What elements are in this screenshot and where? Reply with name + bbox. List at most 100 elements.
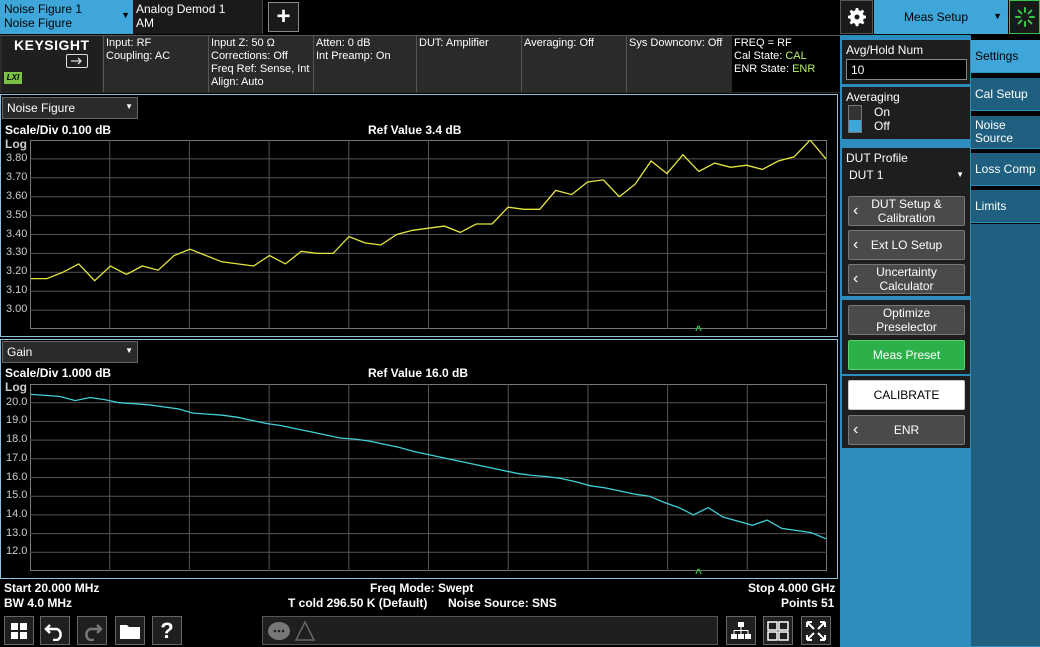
- nf-trace-plot[interactable]: [30, 140, 827, 329]
- folder-icon: [120, 624, 140, 639]
- dut-settings[interactable]: DUT: Amplifier: [416, 36, 521, 92]
- menu-title-dropdown[interactable]: Meas Setup ▼: [874, 0, 1008, 34]
- enr-state-line: ENR State: ENR: [734, 63, 838, 76]
- y-tick-label: 17.0: [6, 451, 28, 464]
- nf-selector-label: Noise Figure: [7, 101, 76, 115]
- btn-line: Calculator: [879, 279, 934, 293]
- y-tick-label: 20.0: [6, 395, 28, 408]
- layout-button[interactable]: [726, 616, 756, 645]
- undo-button[interactable]: [40, 616, 70, 645]
- optimize-preselector-button[interactable]: Optimize Preselector: [848, 305, 965, 335]
- dut-profile-label: DUT Profile: [846, 151, 908, 165]
- dut-setup-calibration-button[interactable]: ‹ DUT Setup & Calibration: [848, 196, 965, 226]
- tab-cal-setup[interactable]: Cal Setup: [971, 78, 1040, 111]
- btn-label: CALIBRATE: [873, 388, 940, 402]
- redo-button[interactable]: [77, 616, 107, 645]
- play-icon[interactable]: [66, 54, 88, 68]
- tab-loss-comp[interactable]: Loss Comp: [971, 153, 1040, 186]
- info-line: Freq Ref: Sense, Int: [211, 63, 310, 75]
- y-tick-label: 3.40: [6, 227, 28, 240]
- freq-cal-status[interactable]: FREQ = RF Cal State: CAL ENR State: ENR: [732, 36, 840, 92]
- avg-hold-input[interactable]: 10: [846, 59, 967, 80]
- redo-icon: [85, 623, 103, 641]
- tab-label: Loss Comp: [975, 162, 1036, 176]
- bandwidth[interactable]: BW 4.0 MHz: [4, 596, 73, 610]
- tab-filler: [971, 224, 1040, 647]
- maximize-button[interactable]: [801, 616, 831, 645]
- info-line: Sys Downconv: Off: [629, 37, 723, 49]
- tab-noise-figure[interactable]: Noise Figure 1 Noise Figure ▼: [0, 0, 133, 34]
- add-screen-button[interactable]: +: [268, 2, 299, 32]
- tab-label: Limits: [975, 199, 1007, 213]
- y-tick-label: 14.0: [6, 507, 28, 520]
- chevron-down-icon: ▼: [121, 10, 130, 20]
- trace-line: [31, 140, 827, 282]
- gain-trace-plot[interactable]: [30, 384, 827, 571]
- stop-freq[interactable]: Stop 4.000 GHz: [748, 581, 836, 595]
- sys-downconv-settings[interactable]: Sys Downconv: Off: [626, 36, 732, 92]
- expand-icon: [806, 620, 826, 641]
- multi-window-button[interactable]: [763, 616, 793, 645]
- tab-label: Noise Source: [975, 118, 1014, 145]
- plus-icon: +: [276, 3, 291, 30]
- info-line: DUT: Amplifier: [419, 37, 489, 49]
- tab-analog-demod[interactable]: Analog Demod 1 AM: [133, 0, 263, 34]
- gain-ref-value: Ref Value 16.0 dB: [368, 366, 469, 380]
- enr-button[interactable]: ‹ ENR: [848, 415, 965, 445]
- busy-indicator-icon: [1009, 0, 1040, 34]
- chevron-left-icon: ‹: [853, 270, 859, 287]
- meas-preset-button[interactable]: Meas Preset: [848, 340, 965, 370]
- chevron-down-icon: ▼: [956, 170, 964, 179]
- chevron-left-icon: ‹: [853, 202, 859, 219]
- message-bar[interactable]: [262, 616, 718, 645]
- windows-start-button[interactable]: [4, 616, 34, 645]
- btn-line: Optimize: [882, 306, 931, 320]
- gain-selector-label: Gain: [7, 345, 33, 359]
- message-icon: [268, 620, 316, 641]
- tab-settings[interactable]: Settings: [971, 40, 1040, 73]
- nf-scale-div: Scale/Div 0.100 dB: [5, 123, 112, 137]
- enr-state-value: ENR: [792, 63, 816, 75]
- help-button[interactable]: ?: [152, 616, 182, 645]
- tab-line2: Noise Figure: [4, 16, 73, 30]
- averaging-settings[interactable]: Averaging: Off: [521, 36, 626, 92]
- gain-scale-div: Scale/Div 1.000 dB: [5, 366, 112, 380]
- brand-name: KEYSIGHT: [14, 37, 90, 53]
- dut-profile-select[interactable]: DUT 1 ▼: [846, 166, 967, 186]
- chevron-down-icon: ▼: [125, 346, 133, 355]
- ext-lo-setup-button[interactable]: ‹ Ext LO Setup: [848, 230, 965, 260]
- tab-limits[interactable]: Limits: [971, 190, 1040, 223]
- question-icon: ?: [160, 617, 174, 643]
- input-settings[interactable]: Input: RF Coupling: AC: [103, 36, 208, 92]
- averaging-toggle[interactable]: Averaging On Off: [842, 87, 970, 139]
- gear-icon: [847, 8, 866, 27]
- nf-window-selector[interactable]: Noise Figure ▼: [2, 97, 138, 119]
- y-tick-label: 3.30: [6, 246, 28, 259]
- calibrate-button[interactable]: CALIBRATE: [848, 380, 965, 410]
- uncertainty-calculator-button[interactable]: ‹ Uncertainty Calculator: [848, 264, 965, 294]
- noise-source-status: Noise Source: SNS: [448, 596, 557, 610]
- info-line: Coupling: AC: [106, 50, 171, 62]
- tab-noise-source[interactable]: Noise Source: [971, 116, 1040, 149]
- averaging-label: Averaging: [846, 90, 900, 104]
- lxi-logo: LXI: [4, 72, 22, 84]
- chevron-left-icon: ‹: [853, 236, 859, 253]
- gain-log-label: Log: [5, 380, 27, 394]
- atten-settings[interactable]: Atten: 0 dB Int Preamp: On: [313, 36, 416, 92]
- file-button[interactable]: [115, 616, 145, 645]
- tab-label: Settings: [975, 49, 1019, 63]
- undo-icon: [44, 623, 62, 641]
- freq-line: FREQ = RF: [734, 37, 792, 49]
- tab-line2: AM: [136, 16, 154, 30]
- marker-caret-icon: ^: [695, 566, 703, 580]
- y-tick-label: 18.0: [6, 433, 28, 446]
- btn-label: Ext LO Setup: [870, 238, 943, 252]
- settings-button[interactable]: [840, 0, 873, 34]
- input-z-settings[interactable]: Input Z: 50 Ω Corrections: Off Freq Ref:…: [208, 36, 313, 92]
- btn-line: Calibration: [877, 211, 936, 225]
- y-tick-label: 19.0: [6, 414, 28, 427]
- gain-window-selector[interactable]: Gain ▼: [2, 341, 138, 363]
- start-freq[interactable]: Start 20.000 MHz: [4, 581, 100, 595]
- points-count[interactable]: Points 51: [781, 596, 835, 610]
- t-cold: T cold 296.50 K (Default): [288, 596, 428, 610]
